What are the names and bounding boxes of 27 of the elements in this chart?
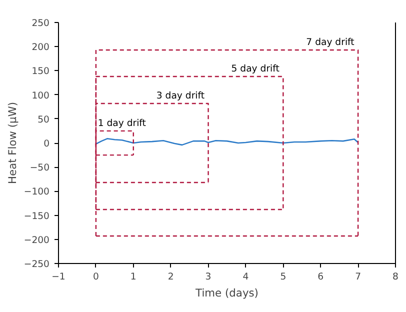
y-tick-label: 150 bbox=[32, 66, 50, 78]
y-axis-title: Heat Flow (µW) bbox=[6, 102, 19, 184]
y-tick-label: 0 bbox=[44, 138, 50, 150]
x-tick-label: 2 bbox=[168, 272, 174, 282]
x-tick-label: 1 bbox=[130, 272, 136, 282]
series-label: 5 day drift bbox=[231, 64, 280, 75]
x-tick-label: 6 bbox=[318, 272, 324, 282]
y-tick-label: −100 bbox=[24, 186, 50, 198]
series-label: 3 day drift bbox=[156, 90, 205, 102]
x-tick-label: 8 bbox=[392, 272, 399, 282]
x-tick-label: 3 bbox=[205, 272, 212, 282]
y-tick-label: 50 bbox=[38, 114, 50, 126]
y-tick-label: −200 bbox=[24, 234, 50, 246]
x-tick-label: 4 bbox=[242, 272, 249, 282]
y-tick-label: −150 bbox=[24, 210, 50, 222]
y-tick-label: −250 bbox=[24, 259, 50, 270]
y-tick-label: 200 bbox=[32, 42, 50, 54]
series-label: 7 day drift bbox=[306, 37, 355, 48]
x-tick-label: 7 bbox=[355, 272, 362, 282]
x-tick-label: 5 bbox=[280, 272, 286, 282]
x-tick-label: 0 bbox=[92, 272, 99, 282]
y-tick-label: −50 bbox=[30, 162, 50, 174]
y-tick-label: 100 bbox=[32, 90, 50, 102]
series-label: 1 day drift bbox=[98, 118, 146, 130]
y-tick-label: 250 bbox=[32, 18, 50, 29]
x-axis-title: Time (days) bbox=[194, 286, 258, 300]
x-tick-label: −1 bbox=[52, 272, 66, 282]
